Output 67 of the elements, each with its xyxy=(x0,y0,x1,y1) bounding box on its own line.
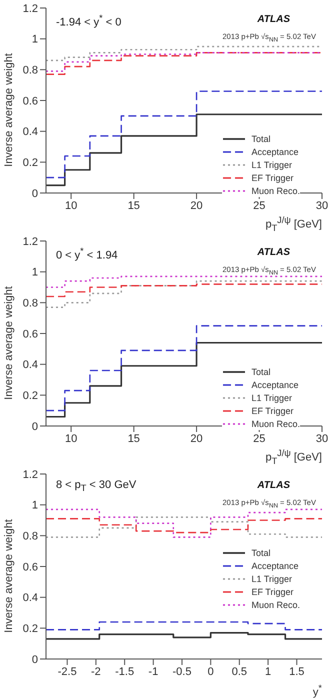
x-tick-label: 10 xyxy=(64,200,78,212)
y-tick-label: 0.8 xyxy=(22,298,38,310)
x-tick-label: 15 xyxy=(128,200,140,212)
legend-label: Muon Reco. xyxy=(251,600,300,610)
legend-label: Acceptance xyxy=(251,560,298,570)
y-tick-label: 1.2 xyxy=(22,468,38,481)
annotation: 8 < p$_{T}$ < 30 GeV xyxy=(56,479,136,494)
y-tick-label: 0.6 xyxy=(22,561,38,574)
y-tick-label: 0.8 xyxy=(22,530,38,543)
x-tick-label: 25 xyxy=(253,200,266,212)
y-tick-label: 1 xyxy=(32,34,38,46)
legend-label: Total xyxy=(251,548,270,558)
y-tick-label: 1.2 xyxy=(22,2,38,15)
x-tick-label: 30 xyxy=(316,432,328,445)
legend-label: Muon Reco. xyxy=(251,418,300,428)
legend-label: L1 Trigger xyxy=(251,160,292,170)
x-axis-title: p$_{T}$$^{J/ψ}$ [GeV] xyxy=(265,215,322,233)
annotation: 0 < y$^{*}$ < 1.94 xyxy=(56,246,118,262)
annotation: ATLAS xyxy=(257,247,290,258)
y-tick-label: 0.2 xyxy=(22,390,38,402)
y-axis-title: Inverse average weight xyxy=(3,286,15,400)
y-tick-label: 0.2 xyxy=(22,157,38,170)
y-tick-label: 0.2 xyxy=(22,623,38,636)
y-tick-label: 0.4 xyxy=(22,126,38,138)
y-tick-label: 0.4 xyxy=(22,592,38,604)
legend-label: Muon Reco. xyxy=(251,186,300,196)
legend-label: L1 Trigger xyxy=(251,574,292,584)
x-tick-label: 0 xyxy=(208,666,214,678)
x-tick-label: 30 xyxy=(316,200,328,212)
y-axis-title: Inverse average weight xyxy=(3,52,15,166)
x-tick-label: -0.5 xyxy=(172,666,192,678)
y-tick-label: 0.6 xyxy=(22,95,38,108)
y-tick-label: 0.6 xyxy=(22,328,38,340)
x-tick-label: 20 xyxy=(190,200,203,212)
legend-label: Total xyxy=(251,134,270,144)
legend-label: Total xyxy=(251,366,270,376)
x-axis-title: p$_{T}$$^{J/ψ}$ [GeV] xyxy=(265,448,322,466)
y-tick-label: 1 xyxy=(32,266,38,279)
x-tick-label: -1.5 xyxy=(115,666,134,678)
x-tick-label: 20 xyxy=(190,432,203,445)
x-tick-label: 10 xyxy=(64,432,78,445)
y-axis-title: Inverse average weight xyxy=(3,518,15,632)
y-tick-label: 0 xyxy=(32,420,38,433)
y-tick-label: 0.4 xyxy=(22,359,38,372)
x-tick-label: 1 xyxy=(265,666,272,678)
annotation: -1.94 < y$^{*}$ < 0 xyxy=(56,13,122,29)
y-tick-label: 1.2 xyxy=(22,236,38,248)
x-tick-label: -2 xyxy=(91,666,101,678)
legend-label: Acceptance xyxy=(251,146,298,156)
annotation: ATLAS xyxy=(257,14,290,25)
x-axis-title: y$^{*}$ xyxy=(312,683,322,699)
x-tick-label: 1.5 xyxy=(289,666,304,678)
annotation: ATLAS xyxy=(257,480,290,491)
x-tick-label: 25 xyxy=(253,432,266,445)
legend-label: EF Trigger xyxy=(251,586,294,596)
legend-label: Acceptance xyxy=(251,380,298,390)
y-tick-label: 0 xyxy=(32,188,38,200)
y-tick-label: 0.8 xyxy=(22,64,38,77)
legend-label: L1 Trigger xyxy=(251,392,292,402)
legend-label: EF Trigger xyxy=(251,406,294,416)
x-tick-label: -2.5 xyxy=(58,666,77,678)
y-tick-label: 0 xyxy=(32,654,38,666)
legend-label: EF Trigger xyxy=(251,172,294,182)
y-tick-label: 1 xyxy=(32,500,38,512)
x-tick-label: 15 xyxy=(128,432,140,445)
x-tick-label: 0.5 xyxy=(232,666,248,678)
x-tick-label: -1 xyxy=(148,666,158,678)
